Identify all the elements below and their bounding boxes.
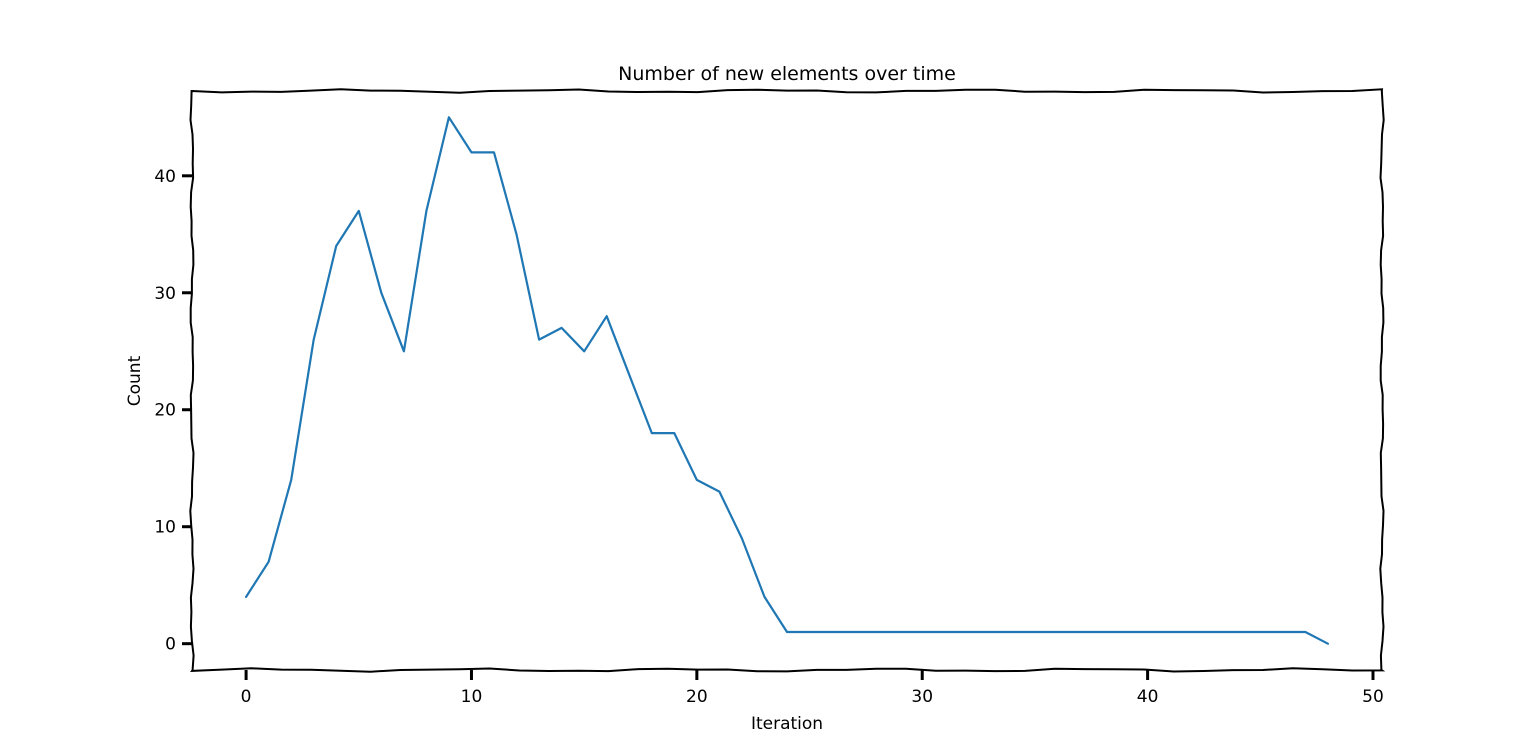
x-axis-label: Iteration [751, 714, 823, 734]
x-tick-label: 40 [1137, 687, 1159, 707]
x-tick-label: 0 [241, 687, 252, 707]
series-line [245, 116, 1330, 645]
plot-frame [189, 88, 1386, 673]
x-tick-label: 10 [461, 687, 483, 707]
y-axis: 0 10 20 30 40 [154, 167, 192, 655]
x-tick-label: 20 [686, 687, 708, 707]
y-tick-label: 30 [154, 284, 176, 304]
x-axis: 0 10 20 30 40 50 [241, 670, 1384, 707]
y-axis-label: Count [125, 355, 145, 406]
chart-title: Number of new elements over time [618, 63, 956, 85]
x-tick-label: 50 [1362, 687, 1384, 707]
y-tick-label: 40 [154, 167, 176, 187]
y-tick-label: 20 [154, 401, 176, 421]
y-tick-label: 0 [165, 635, 176, 655]
y-tick-label: 10 [154, 518, 176, 538]
series-layer [245, 116, 1330, 645]
x-tick-label: 30 [911, 687, 933, 707]
